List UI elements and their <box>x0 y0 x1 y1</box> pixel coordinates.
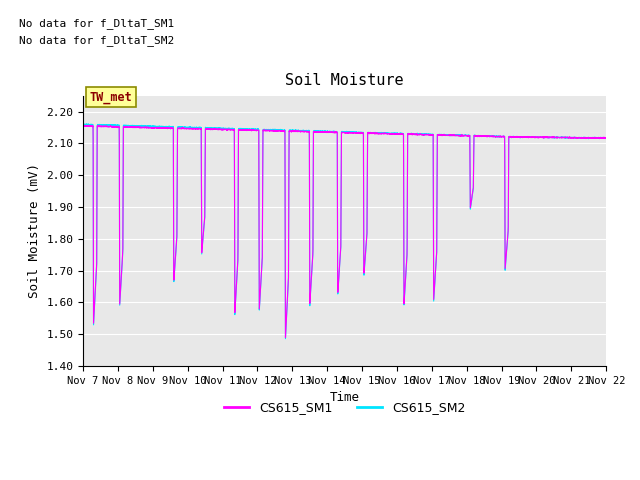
Text: TW_met: TW_met <box>90 91 132 104</box>
CS615_SM2 <box>79 122 87 128</box>
CS615_SM1 <box>303 129 311 135</box>
CS615_SM2 <box>561 134 568 140</box>
CS615_SM2 <box>460 132 467 138</box>
CS615_SM2 <box>80 121 88 127</box>
CS615_SM1 <box>561 135 568 141</box>
CS615_SM1 <box>587 135 595 141</box>
Line: CS615_SM1: CS615_SM1 <box>83 126 606 337</box>
CS615_SM2 <box>587 135 595 141</box>
Legend: CS615_SM1, CS615_SM2: CS615_SM1, CS615_SM2 <box>219 396 470 419</box>
CS615_SM1 <box>300 129 307 134</box>
Line: CS615_SM2: CS615_SM2 <box>83 124 606 339</box>
CS615_SM2 <box>282 336 289 342</box>
CS615_SM2 <box>602 135 610 141</box>
CS615_SM1 <box>460 133 467 139</box>
CS615_SM1 <box>79 123 87 129</box>
CS615_SM1 <box>602 135 610 141</box>
CS615_SM1 <box>328 129 336 135</box>
CS615_SM2 <box>300 128 307 133</box>
Title: Soil Moisture: Soil Moisture <box>285 72 404 87</box>
Y-axis label: Soil Moisture (mV): Soil Moisture (mV) <box>28 163 41 299</box>
CS615_SM2 <box>328 129 336 135</box>
Text: No data for f_DltaT_SM2: No data for f_DltaT_SM2 <box>19 35 175 46</box>
CS615_SM2 <box>303 128 311 133</box>
CS615_SM1 <box>80 123 88 129</box>
CS615_SM1 <box>282 335 289 340</box>
X-axis label: Time: Time <box>330 391 360 404</box>
Text: No data for f_DltaT_SM1: No data for f_DltaT_SM1 <box>19 18 175 29</box>
